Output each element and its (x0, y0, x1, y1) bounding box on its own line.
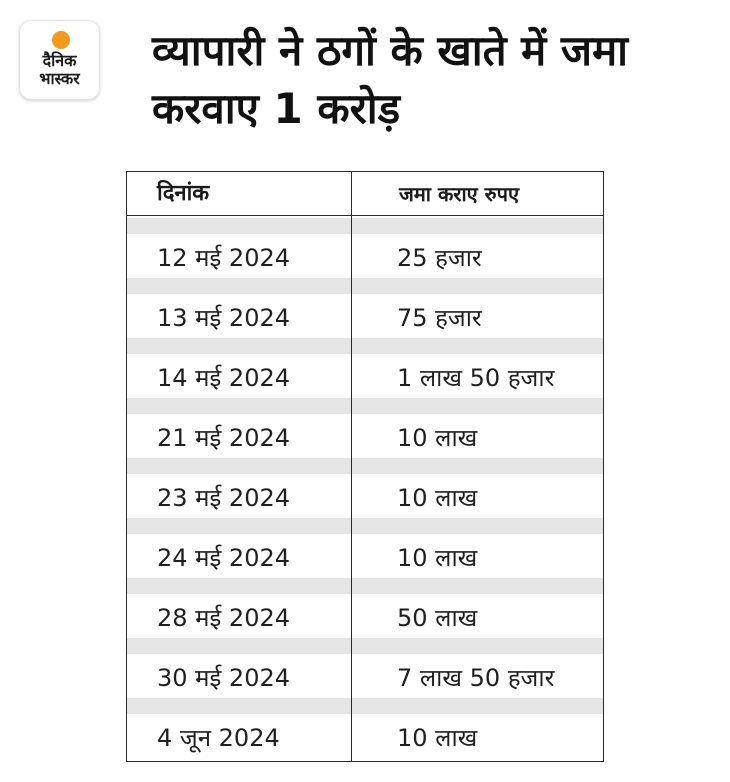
sun-icon (52, 31, 70, 49)
table-header: दिनांक जमा कराए रुपए (127, 172, 603, 216)
page-title: व्यापारी ने ठगों के खाते में जमा करवाए 1… (152, 26, 629, 133)
row-2-date: 13 मई 2024 (157, 304, 291, 332)
row-8-amount: 7 लाख 50 हजार (397, 664, 555, 692)
row-2-amount: 75 हजार (397, 304, 482, 332)
row-band (127, 698, 603, 714)
row-band (127, 638, 603, 654)
row-3-date: 14 मई 2024 (157, 364, 291, 392)
column-divider (351, 172, 352, 761)
dainik-bhaskar-logo: दैनिक भास्कर (19, 20, 100, 100)
row-4-amount: 10 लाख (397, 424, 478, 452)
row-9-date: 4 जून 2024 (157, 724, 280, 752)
row-band (127, 338, 603, 354)
row-5-date: 23 मई 2024 (157, 484, 291, 512)
row-6-date: 24 मई 2024 (157, 544, 291, 572)
row-band (127, 458, 603, 474)
row-4-date: 21 मई 2024 (157, 424, 291, 452)
row-8-date: 30 मई 2024 (157, 664, 291, 692)
logo-line-2: भास्कर (39, 69, 80, 88)
header-date: दिनांक (157, 181, 210, 206)
row-5-amount: 10 लाख (397, 484, 478, 512)
row-7-amount: 50 लाख (397, 604, 478, 632)
logo-line-1: दैनिक (42, 51, 77, 70)
row-band (127, 518, 603, 534)
row-band (127, 398, 603, 414)
row-band (127, 578, 603, 594)
row-9-amount: 10 लाख (397, 724, 478, 752)
row-6-amount: 10 लाख (397, 544, 478, 572)
deposit-table: दिनांक जमा कराए रुपए 12 मई 2024 25 हजार … (126, 171, 604, 762)
row-1-amount: 25 हजार (397, 244, 482, 272)
row-band (127, 278, 603, 294)
row-7-date: 28 मई 2024 (157, 604, 291, 632)
row-1-date: 12 मई 2024 (157, 244, 291, 272)
row-band (127, 218, 603, 234)
logo-text: दैनिक भास्कर (20, 52, 99, 88)
header-amount: जमा कराए रुपए (399, 182, 520, 206)
row-3-amount: 1 लाख 50 हजार (397, 364, 555, 392)
